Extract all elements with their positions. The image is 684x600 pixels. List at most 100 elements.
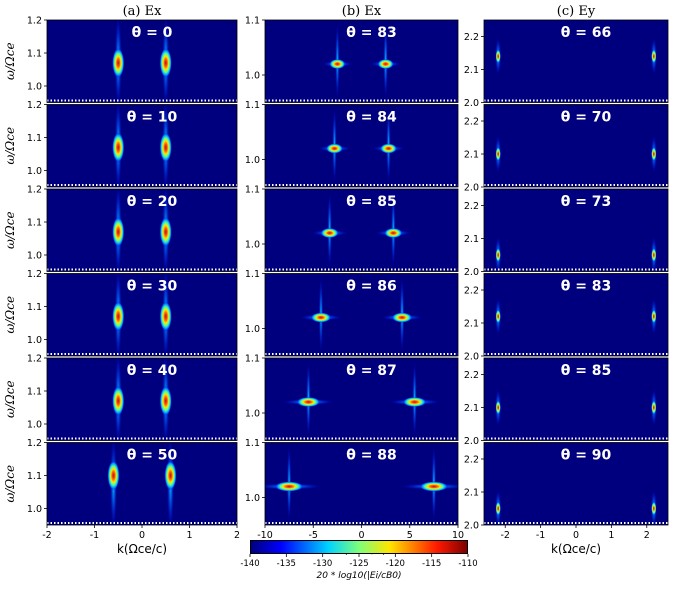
spectral-peak [159,48,172,78]
colorbar-tick-label: -125 [349,559,368,569]
y-tick-label: 2.1 [464,65,479,76]
y-tick-label: 1.1 [245,269,260,280]
heatmap-panel [262,19,459,103]
spectral-peak [310,312,332,323]
theta-label: θ = 85 [561,363,612,379]
spectral-peak [419,481,448,492]
y-tick-label: 1.0 [27,251,42,262]
y-tick-label: 1.0 [27,504,42,515]
panel-background [484,358,668,441]
y-axis-label: ω/Ωce [3,465,17,503]
panel-background [47,20,237,103]
panel-background [484,104,668,187]
theta-label: θ = 40 [127,363,178,379]
heatmap-panel [481,273,669,357]
x-tick-label: -2 [500,530,509,541]
y-tick-label: 2.1 [464,488,479,499]
y-tick-label: 1.1 [27,302,42,313]
spectral-peak [275,481,304,492]
y-tick-label: 2.1 [464,319,479,330]
y-tick-label: 1.1 [27,218,42,229]
theta-label: θ = 87 [346,363,397,379]
spectral-peak [107,460,120,491]
spectral-peak [164,460,177,491]
panel-background [47,273,237,356]
spectral-peak [112,386,125,416]
panel-background [484,20,668,103]
heatmap-panel [262,442,459,528]
y-tick-label: 1.0 [245,409,260,420]
y-tick-label: 2.2 [464,286,479,297]
y-tick-label: 2.0 [464,521,479,532]
y-tick-label: 1.0 [245,240,260,251]
y-tick-label: 1.2 [27,269,42,280]
spectral-peak [651,400,657,415]
x-tick-label: 2 [234,530,240,541]
heatmap-panel [44,442,238,528]
panel-background [484,189,668,272]
spectral-peak [377,59,394,69]
spectral-peak [112,48,125,78]
panel-background [47,358,237,441]
heatmap-panel [44,104,238,188]
heatmap-panel [44,273,238,357]
spectral-peak [651,248,657,262]
spectral-peak [296,397,321,407]
column-title: (b) Ex [342,4,382,19]
spectral-peak [651,501,657,516]
panel-frame [483,357,669,441]
spectral-peak [326,143,343,154]
spectral-peak [495,248,501,262]
y-tick-label: 1.1 [27,471,42,482]
y-tick-label: 1.1 [245,438,260,449]
spectral-peak [402,397,427,407]
y-axis-label: ω/Ωce [3,211,17,249]
column-title: (a) Ex [123,4,163,19]
y-tick-label: 1.1 [27,387,42,398]
spectral-peak [495,400,501,415]
spectral-peak [159,132,172,163]
y-tick-label: 2.0 [464,267,479,278]
y-tick-label: 1.0 [27,335,42,346]
theta-label: θ = 83 [561,279,612,295]
y-tick-label: 2.1 [464,234,479,245]
y-tick-label: 1.1 [245,354,260,365]
panel-background [265,358,458,441]
spectral-peak [495,501,501,516]
y-tick-label: 1.1 [27,49,42,60]
y-tick-label: 2.0 [464,183,479,194]
heatmap-panel [481,357,669,441]
x-tick-label: 0 [139,530,145,541]
y-axis-label: ω/Ωce [3,42,17,80]
spectral-peak [320,228,339,238]
panel-frame [264,273,459,357]
colorbar-tick-label: -135 [277,559,296,569]
panel-background [47,442,237,525]
colorbar-tick-label: -130 [313,559,332,569]
theta-label: θ = 90 [561,448,612,464]
y-axis-label: ω/Ωce [3,296,17,334]
x-tick-label: 2 [644,530,650,541]
theta-label: θ = 66 [561,25,612,41]
y-tick-label: 1.2 [27,438,42,449]
theta-label: θ = 73 [561,194,612,210]
panel-frame [46,357,238,441]
y-tick-label: 2.2 [464,201,479,212]
panel-frame [264,104,459,188]
theta-label: θ = 88 [346,448,397,464]
y-tick-label: 2.1 [464,403,479,414]
y-tick-label: 1.0 [245,324,260,335]
y-tick-label: 1.0 [27,420,42,431]
heatmap-panel [44,357,238,441]
theta-label: θ = 70 [561,110,612,126]
theta-label: θ = 30 [127,279,178,295]
theta-label: θ = 85 [346,194,397,210]
theta-label: θ = 84 [346,110,397,126]
y-tick-label: 1.1 [245,100,260,111]
column-title: (c) Ey [557,4,596,19]
heatmap-panel [262,104,459,188]
colorbar-tick-label: -140 [240,559,259,569]
heatmap-panel [481,188,669,272]
y-tick-label: 1.0 [245,71,260,82]
panel-frame [483,188,669,272]
